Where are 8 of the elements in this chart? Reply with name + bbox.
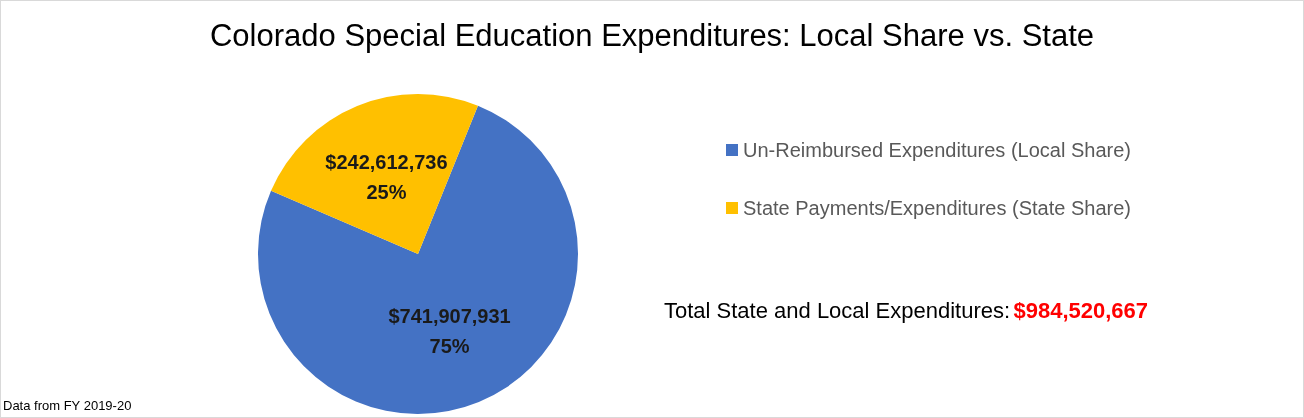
chart-title: Colorado Special Education Expenditures: Local Share vs. State: [209, 18, 1095, 53]
data-label: $242,612,736 25%: [325, 151, 448, 204]
legend-label: Un-Reimbursed Expenditures (Local Share): [743, 139, 1131, 161]
text: Data from FY 2019-20: [3, 398, 132, 413]
legend-label: State Payments/Expenditures (State Share): [743, 197, 1131, 219]
text: Total State and Local Expenditures:: [664, 297, 1011, 323]
data-label: $741,907,931 75%: [388, 304, 511, 357]
text: $984,520,667: [1013, 297, 1149, 323]
